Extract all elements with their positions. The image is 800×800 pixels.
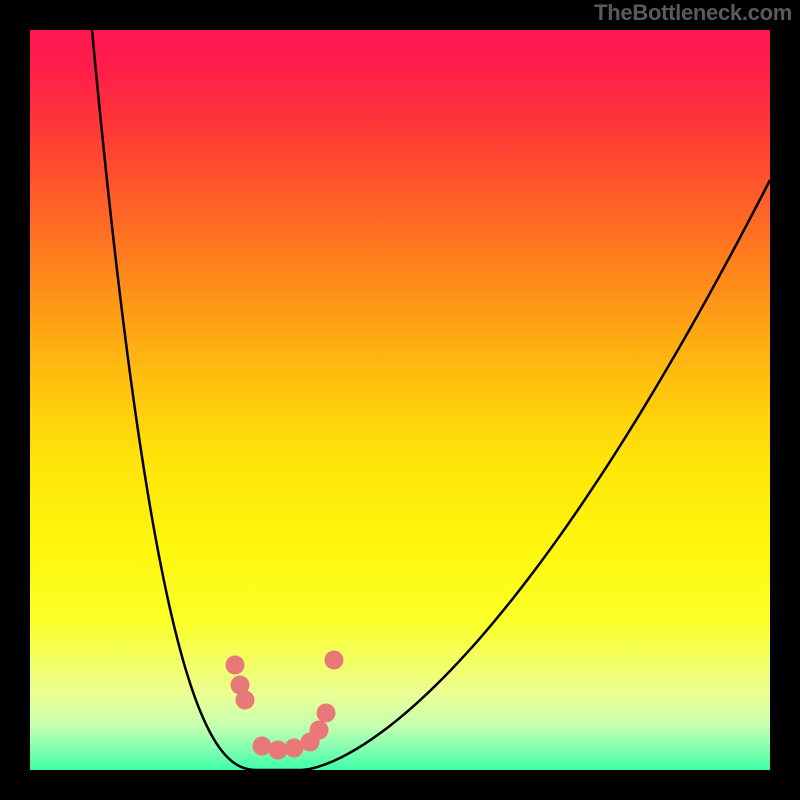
watermark: TheBottleneck.com (594, 0, 792, 26)
chart-canvas: TheBottleneck.com (0, 0, 800, 800)
plot-area (30, 30, 770, 770)
